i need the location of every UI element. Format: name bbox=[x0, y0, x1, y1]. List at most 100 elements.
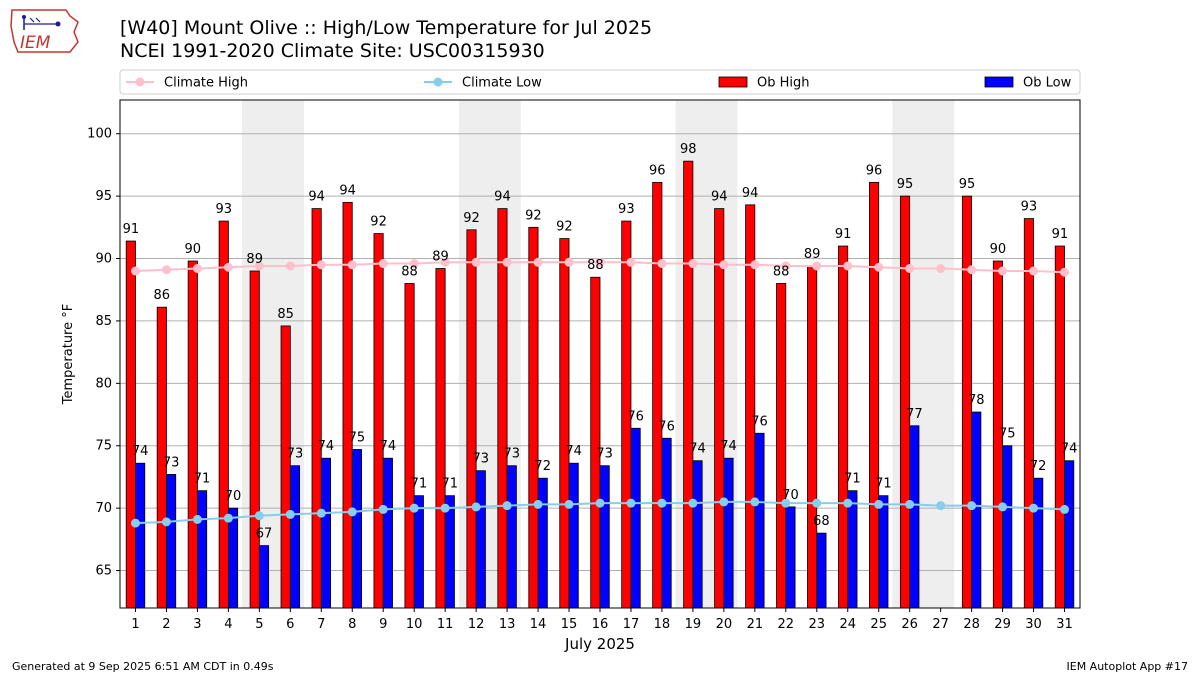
ob-low-bar bbox=[197, 490, 208, 609]
ob-high-label: 92 bbox=[525, 208, 542, 223]
x-tick-label: 19 bbox=[685, 617, 702, 632]
climate-high-point bbox=[285, 261, 295, 271]
ob-high-label: 94 bbox=[339, 183, 356, 198]
x-tick-label: 28 bbox=[963, 617, 980, 632]
bar-labels: 91 74 86 73 90 71 93 70 89 67 85 73 94 74 94 75 92 74 88 71… bbox=[123, 142, 1078, 541]
legend-ob-low-swatch bbox=[984, 76, 1014, 88]
iowa-outline-icon bbox=[10, 9, 79, 53]
climate-high-point bbox=[130, 266, 140, 276]
climate-low-point bbox=[440, 503, 450, 513]
climate-low-point bbox=[1060, 504, 1070, 514]
climate-high-point bbox=[471, 257, 481, 267]
climate-high-point bbox=[161, 265, 171, 275]
ob-low-label: 72 bbox=[534, 459, 551, 474]
climate-high-point bbox=[719, 260, 729, 270]
ob-high-label: 93 bbox=[618, 202, 635, 217]
legend-climate-high-swatch-marker bbox=[135, 77, 145, 87]
climate-high-point bbox=[533, 257, 543, 267]
climate-high-point bbox=[781, 261, 791, 271]
x-tick-label: 27 bbox=[932, 617, 949, 632]
climate-low-point bbox=[1029, 503, 1039, 513]
legend-ob-low-label: Ob Low bbox=[1023, 76, 1072, 91]
climate-high-point bbox=[440, 257, 450, 267]
ob-low-bar bbox=[506, 465, 517, 609]
legend-climate-low-swatch-marker bbox=[433, 77, 443, 87]
y-tick-label: 80 bbox=[95, 376, 112, 391]
bars bbox=[125, 160, 1075, 609]
ob-low-label: 74 bbox=[720, 439, 737, 454]
ob-high-bar bbox=[869, 181, 880, 609]
climate-high-point bbox=[936, 264, 946, 274]
ob-high-label: 94 bbox=[742, 186, 759, 201]
climate-high-point bbox=[905, 264, 915, 274]
climate-low-point bbox=[688, 498, 698, 508]
climate-low-point bbox=[750, 497, 760, 507]
x-tick-label: 7 bbox=[317, 617, 325, 632]
ob-high-label: 90 bbox=[185, 242, 202, 257]
ob-high-label: 89 bbox=[246, 252, 263, 267]
climate-high-point bbox=[750, 260, 760, 270]
y-tick-label: 70 bbox=[95, 501, 112, 516]
climate-high-point bbox=[657, 259, 667, 269]
climate-high-point bbox=[223, 262, 233, 272]
x-tick-label: 4 bbox=[224, 617, 232, 632]
legend-ob-high-label: Ob High bbox=[757, 76, 810, 91]
x-tick-label: 10 bbox=[406, 617, 423, 632]
climate-high-point bbox=[1060, 267, 1070, 277]
climate-low-point bbox=[595, 498, 605, 508]
climate-low-point bbox=[223, 513, 233, 523]
x-tick-label: 3 bbox=[193, 617, 201, 632]
ob-high-bar bbox=[807, 265, 818, 609]
climate-low-point bbox=[812, 498, 822, 508]
ob-high-bar bbox=[373, 233, 384, 609]
climate-low-point bbox=[161, 517, 171, 527]
ob-low-bar bbox=[568, 462, 579, 609]
ob-low-label: 74 bbox=[689, 442, 706, 457]
weather-station-icon bbox=[22, 15, 61, 30]
ob-low-label: 72 bbox=[1030, 459, 1047, 474]
ob-high-label: 85 bbox=[277, 307, 294, 322]
ob-low-label: 73 bbox=[287, 447, 304, 462]
climate-low-point bbox=[285, 509, 295, 519]
climate-low-point bbox=[719, 497, 729, 507]
ob-low-label: 71 bbox=[844, 472, 861, 487]
ob-high-bar bbox=[125, 240, 136, 609]
ob-low-label: 73 bbox=[473, 452, 490, 467]
ob-low-label: 70 bbox=[225, 489, 242, 504]
ob-high-label: 89 bbox=[432, 250, 449, 265]
ob-high-bar bbox=[218, 220, 229, 609]
climate-high-point bbox=[812, 261, 822, 271]
climate-low-point bbox=[378, 504, 388, 514]
x-tick-label: 22 bbox=[778, 617, 795, 632]
climate-high-point bbox=[967, 265, 977, 275]
ob-high-label: 94 bbox=[494, 190, 511, 205]
y-tick-label: 65 bbox=[95, 564, 112, 579]
ob-low-bar bbox=[444, 495, 455, 609]
x-tick-label: 15 bbox=[561, 617, 578, 632]
ob-high-bar bbox=[466, 229, 477, 609]
climate-high-point bbox=[874, 262, 884, 272]
ob-high-bar bbox=[404, 283, 415, 609]
ob-low-label: 76 bbox=[627, 409, 644, 424]
ob-high-label: 88 bbox=[401, 264, 418, 279]
ob-high-bar bbox=[497, 208, 508, 609]
climate-low-point bbox=[905, 499, 915, 509]
ob-low-label: 77 bbox=[906, 407, 923, 422]
iem-logo: IEM bbox=[10, 9, 79, 53]
ob-low-bar bbox=[692, 460, 703, 609]
climate-lines bbox=[130, 257, 1070, 528]
ob-high-label: 86 bbox=[154, 288, 171, 303]
climate-high-point bbox=[998, 266, 1008, 276]
ob-high-bar bbox=[435, 268, 446, 609]
ob-low-label: 73 bbox=[163, 455, 180, 470]
x-tick-label: 18 bbox=[654, 617, 671, 632]
legend-climate-high-label: Climate High bbox=[164, 76, 248, 91]
ob-high-label: 95 bbox=[897, 177, 914, 192]
x-tick-label: 9 bbox=[379, 617, 387, 632]
climate-high-point bbox=[626, 257, 636, 267]
ob-high-bar bbox=[249, 270, 260, 609]
ob-high-bar bbox=[528, 226, 539, 609]
climate-high-point bbox=[564, 257, 574, 267]
ob-low-label: 71 bbox=[194, 472, 211, 487]
